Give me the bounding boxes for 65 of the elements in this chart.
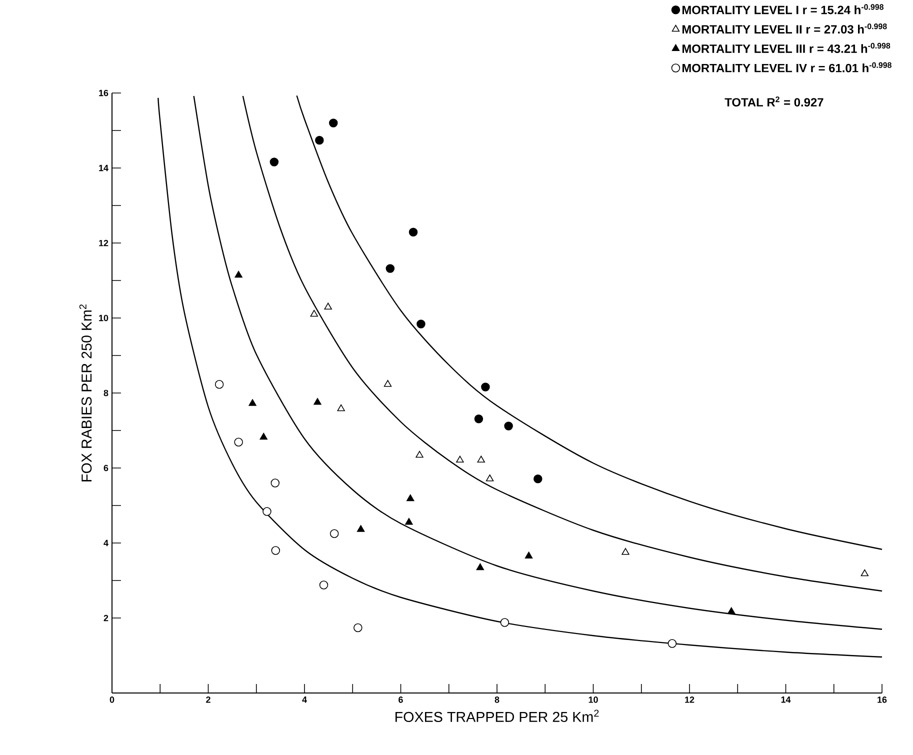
point (456, 456, 464, 463)
point (860, 569, 869, 576)
point (314, 398, 322, 405)
point (319, 580, 328, 590)
point (354, 623, 362, 632)
point (668, 639, 677, 648)
y-axis-title: FOX RABIES PER 250 Km$^{2}$ (79, 304, 92, 482)
point (330, 529, 339, 538)
point (408, 228, 418, 237)
point (270, 158, 279, 166)
x-tick-label: 16 (878, 696, 887, 703)
legend-label: MORTALITY LEVEL IV r = 61.01 h$^{-0.998}$ (682, 62, 892, 72)
point (486, 474, 494, 482)
point (622, 548, 630, 555)
point (248, 399, 256, 406)
x-tick-label: 8 (494, 696, 500, 703)
point (481, 382, 490, 392)
point (504, 422, 513, 430)
y-tick-label: 10 (99, 314, 108, 322)
point (260, 432, 268, 440)
point (477, 456, 485, 463)
point (315, 136, 324, 145)
point (500, 618, 510, 627)
x-tick-label: 14 (781, 696, 791, 703)
y-tick-label: 4 (104, 540, 108, 546)
point (328, 118, 338, 128)
y-tick-label: 8 (104, 390, 108, 396)
point (474, 414, 484, 424)
point (406, 494, 414, 502)
point (337, 404, 345, 412)
point (324, 302, 332, 310)
point (262, 507, 272, 516)
point (416, 320, 426, 328)
point (476, 563, 484, 570)
y-tick-label: 2 (104, 614, 108, 622)
legend-label: MORTALITY LEVEL III r = 43.21 h$^{-0.998}$ (682, 42, 890, 53)
point (405, 518, 413, 525)
x-tick-label: 0 (110, 696, 114, 703)
y-tick-label: 12 (99, 240, 108, 246)
point (728, 607, 736, 614)
point (386, 264, 395, 273)
point (234, 438, 243, 447)
annotation: TOTAL R$^{2}$ = 0.927 (724, 96, 824, 107)
x-tick-label: 2 (206, 696, 210, 703)
y-tick-label: 14 (99, 164, 108, 172)
x-tick-label: 10 (588, 696, 598, 703)
point (271, 546, 280, 555)
x-tick-label: 6 (398, 696, 403, 703)
point (214, 380, 224, 389)
line-series (296, 95, 883, 550)
y-tick-label: 16 (99, 90, 108, 96)
legend-label: MORTALITY LEVEL II r = 27.03 h$^{-0.998}$ (682, 24, 887, 34)
legend-label: MORTALITY LEVEL I r = 15.24 h$^{-0.998}$ (682, 4, 884, 14)
y-tick-label: 6 (104, 464, 108, 472)
point (384, 380, 392, 387)
point (534, 474, 542, 484)
point (270, 478, 280, 488)
x-axis-title: FOXES TRAPPED PER 25 Km$^{2}$ (396, 710, 599, 722)
x-tick-label: 12 (685, 696, 694, 703)
point (524, 552, 533, 559)
point (356, 525, 365, 532)
point (310, 310, 318, 317)
point (416, 450, 424, 458)
point (234, 270, 242, 278)
x-tick-label: 4 (302, 696, 307, 703)
